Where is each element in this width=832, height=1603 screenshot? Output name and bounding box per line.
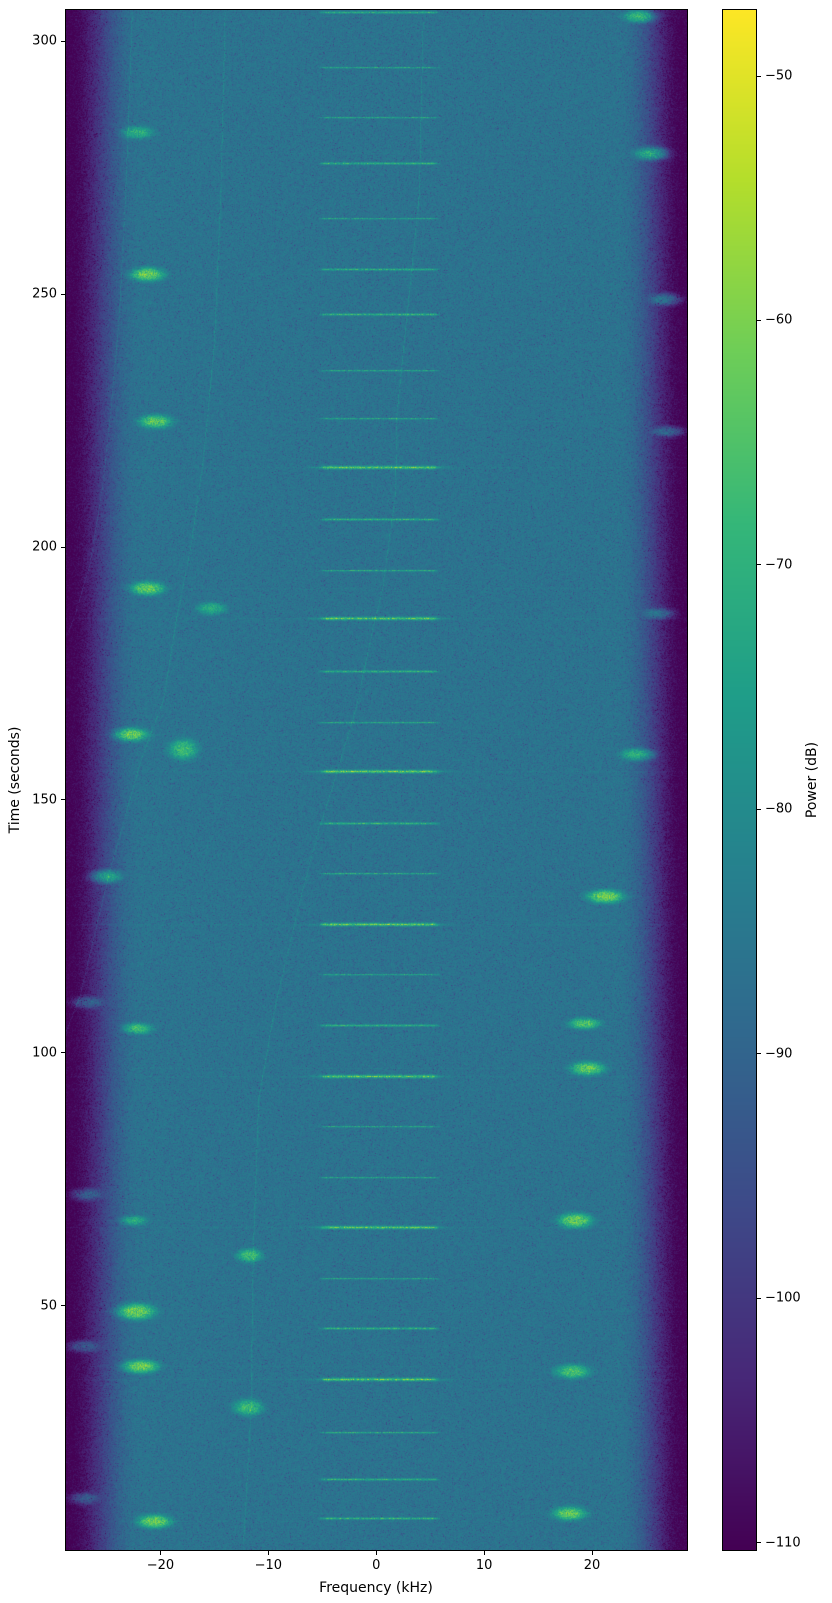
y-tickmark <box>61 293 65 295</box>
colorbar-tickmark <box>757 564 761 566</box>
y-tickmark <box>61 40 65 42</box>
x-axis-label: Frequency (kHz) <box>319 1580 433 1596</box>
x-tickmark <box>267 1551 269 1555</box>
colorbar-tickmark <box>757 75 761 77</box>
colorbar-tick-label: −50 <box>765 68 793 84</box>
y-tickmark <box>61 1052 65 1054</box>
spectrogram-canvas <box>66 10 687 1550</box>
x-tickmark <box>159 1551 161 1555</box>
x-tick-label: 10 <box>475 1558 493 1573</box>
y-tickmark <box>61 1305 65 1307</box>
colorbar-tickmark <box>757 808 761 810</box>
y-tick-label: 50 <box>40 1298 57 1314</box>
y-tick-label: 150 <box>32 792 57 808</box>
colorbar-frame <box>722 9 757 1551</box>
colorbar-tickmark <box>757 1053 761 1055</box>
x-tickmark <box>375 1551 377 1555</box>
colorbar-tick-label: −90 <box>765 1046 793 1062</box>
y-axis-label: Time (seconds) <box>7 726 23 834</box>
colorbar-tick-label: −60 <box>765 312 793 328</box>
colorbar-tick-label: −100 <box>765 1290 801 1306</box>
x-tick-label: −20 <box>146 1558 175 1573</box>
colorbar-tick-label: −110 <box>765 1535 801 1551</box>
colorbar-tick-label: −70 <box>765 557 793 573</box>
plot-frame <box>65 9 688 1551</box>
colorbar-tickmark <box>757 319 761 321</box>
y-tick-label: 300 <box>32 33 57 49</box>
x-tick-label: −10 <box>254 1558 283 1573</box>
y-tickmark <box>61 799 65 801</box>
x-tick-label: 20 <box>583 1558 601 1573</box>
colorbar-label: Power (dB) <box>804 741 820 819</box>
y-tick-label: 250 <box>32 286 57 302</box>
y-tick-label: 200 <box>32 539 57 555</box>
colorbar-canvas <box>723 10 756 1550</box>
y-tick-label: 100 <box>32 1045 57 1061</box>
x-tick-label: 0 <box>372 1558 381 1573</box>
x-tickmark <box>591 1551 593 1555</box>
y-tickmark <box>61 546 65 548</box>
colorbar-tickmark <box>757 1297 761 1299</box>
colorbar-tickmark <box>757 1542 761 1544</box>
colorbar-tick-label: −80 <box>765 801 793 817</box>
x-tickmark <box>483 1551 485 1555</box>
